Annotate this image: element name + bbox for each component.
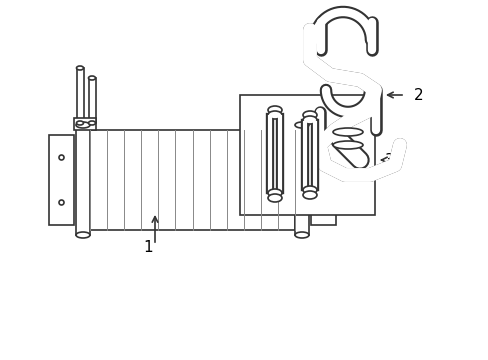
Ellipse shape	[59, 155, 64, 160]
Ellipse shape	[303, 191, 316, 199]
Text: 2: 2	[413, 87, 423, 103]
Bar	[294, 125, 308, 235]
Ellipse shape	[267, 194, 282, 202]
Ellipse shape	[267, 189, 282, 197]
Text: 3: 3	[384, 153, 394, 167]
Ellipse shape	[294, 232, 308, 238]
Ellipse shape	[267, 111, 282, 119]
Bar	[76, 125, 90, 235]
Bar	[310, 135, 335, 225]
Bar	[76, 68, 83, 123]
Bar	[90, 130, 294, 230]
Ellipse shape	[303, 186, 316, 194]
Ellipse shape	[294, 122, 308, 128]
Bar	[49, 135, 74, 225]
Ellipse shape	[267, 106, 282, 114]
Ellipse shape	[303, 116, 316, 124]
Ellipse shape	[76, 232, 90, 238]
Ellipse shape	[59, 200, 64, 205]
Bar	[88, 78, 95, 123]
Ellipse shape	[303, 111, 316, 119]
Ellipse shape	[76, 122, 90, 128]
Bar	[240, 95, 374, 215]
Ellipse shape	[332, 128, 362, 136]
Ellipse shape	[76, 121, 83, 125]
Bar	[74, 118, 96, 130]
Ellipse shape	[320, 200, 325, 205]
Ellipse shape	[88, 76, 95, 80]
Ellipse shape	[76, 66, 83, 70]
Ellipse shape	[332, 141, 362, 149]
Ellipse shape	[88, 121, 95, 125]
Ellipse shape	[320, 155, 325, 160]
Text: 1: 1	[143, 240, 153, 255]
